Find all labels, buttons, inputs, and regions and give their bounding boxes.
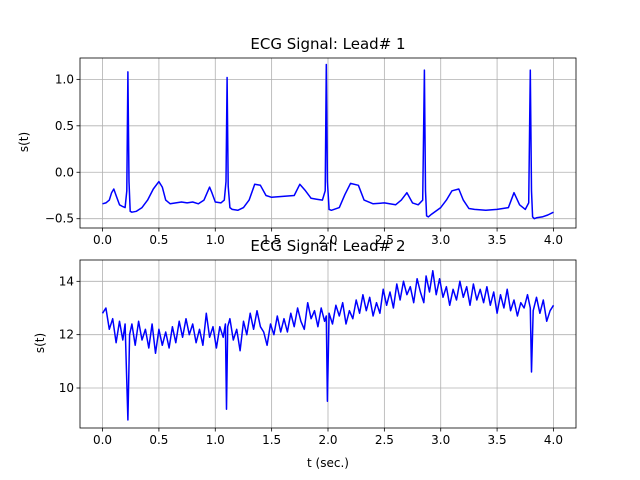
x-tick-label: 4.0 <box>544 233 563 247</box>
x-tick-label: 2.5 <box>375 433 394 447</box>
y-tick-label: 14 <box>59 274 74 288</box>
x-tick-label: 3.0 <box>431 433 450 447</box>
x-tick-label: 3.5 <box>488 233 507 247</box>
ecg-trace <box>101 269 555 421</box>
x-tick-label: 3.0 <box>431 233 450 247</box>
y-tick-label: 1.0 <box>55 72 74 86</box>
plot-frame <box>79 57 577 229</box>
chart-title: ECG Signal: Lead# 1 <box>250 35 405 53</box>
x-tick-label: 1.5 <box>262 433 281 447</box>
x-tick-label: 4.0 <box>544 433 563 447</box>
x-tick-label: 0.0 <box>93 433 112 447</box>
x-tick-label: 2.0 <box>318 433 337 447</box>
x-tick-label: 1.5 <box>262 233 281 247</box>
tick-labels: 0.0 0.5 1.0 1.5 2.0 2.5 3.0 3.5 4.0 10 12 14 <box>59 274 563 447</box>
x-tick-label: 2.5 <box>375 233 394 247</box>
y-axis-label: s(t) <box>33 333 47 353</box>
x-tick-label: 0.5 <box>149 433 168 447</box>
y-tick-label: 0.0 <box>55 165 74 179</box>
x-tick-label: 0.5 <box>149 233 168 247</box>
x-tick-label: 0.0 <box>93 233 112 247</box>
y-tick-label: 10 <box>59 381 74 395</box>
ecg-trace <box>102 63 554 220</box>
tick-labels: 0.0 0.5 1.0 1.5 2.0 2.5 3.0 3.5 4.0 −0.5 0.0 0.5 1.0 <box>45 72 563 247</box>
x-tick-label: 1.0 <box>206 233 225 247</box>
y-tick-label: −0.5 <box>45 212 74 226</box>
ecg-lead-1-chart: ECG Signal: Lead# 1 s(t) 0.0 0.5 1.0 1.5 2.0… <box>17 35 577 247</box>
x-axis-label: t (sec.) <box>307 456 349 470</box>
y-tick-label: 0.5 <box>55 119 74 133</box>
x-tick-label: 2.0 <box>318 233 337 247</box>
x-tick-label: 3.5 <box>488 433 507 447</box>
plot-frame <box>79 259 577 429</box>
ecg-lead-2-chart: ECG Signal: Lead# 2 s(t) t (sec.) 0.0 0.5… <box>33 237 577 470</box>
chart-title: ECG Signal: Lead# 2 <box>250 237 405 255</box>
gridlines <box>80 58 576 228</box>
y-axis-label: s(t) <box>17 132 31 152</box>
y-tick-label: 12 <box>59 328 74 342</box>
x-tick-label: 1.0 <box>206 433 225 447</box>
